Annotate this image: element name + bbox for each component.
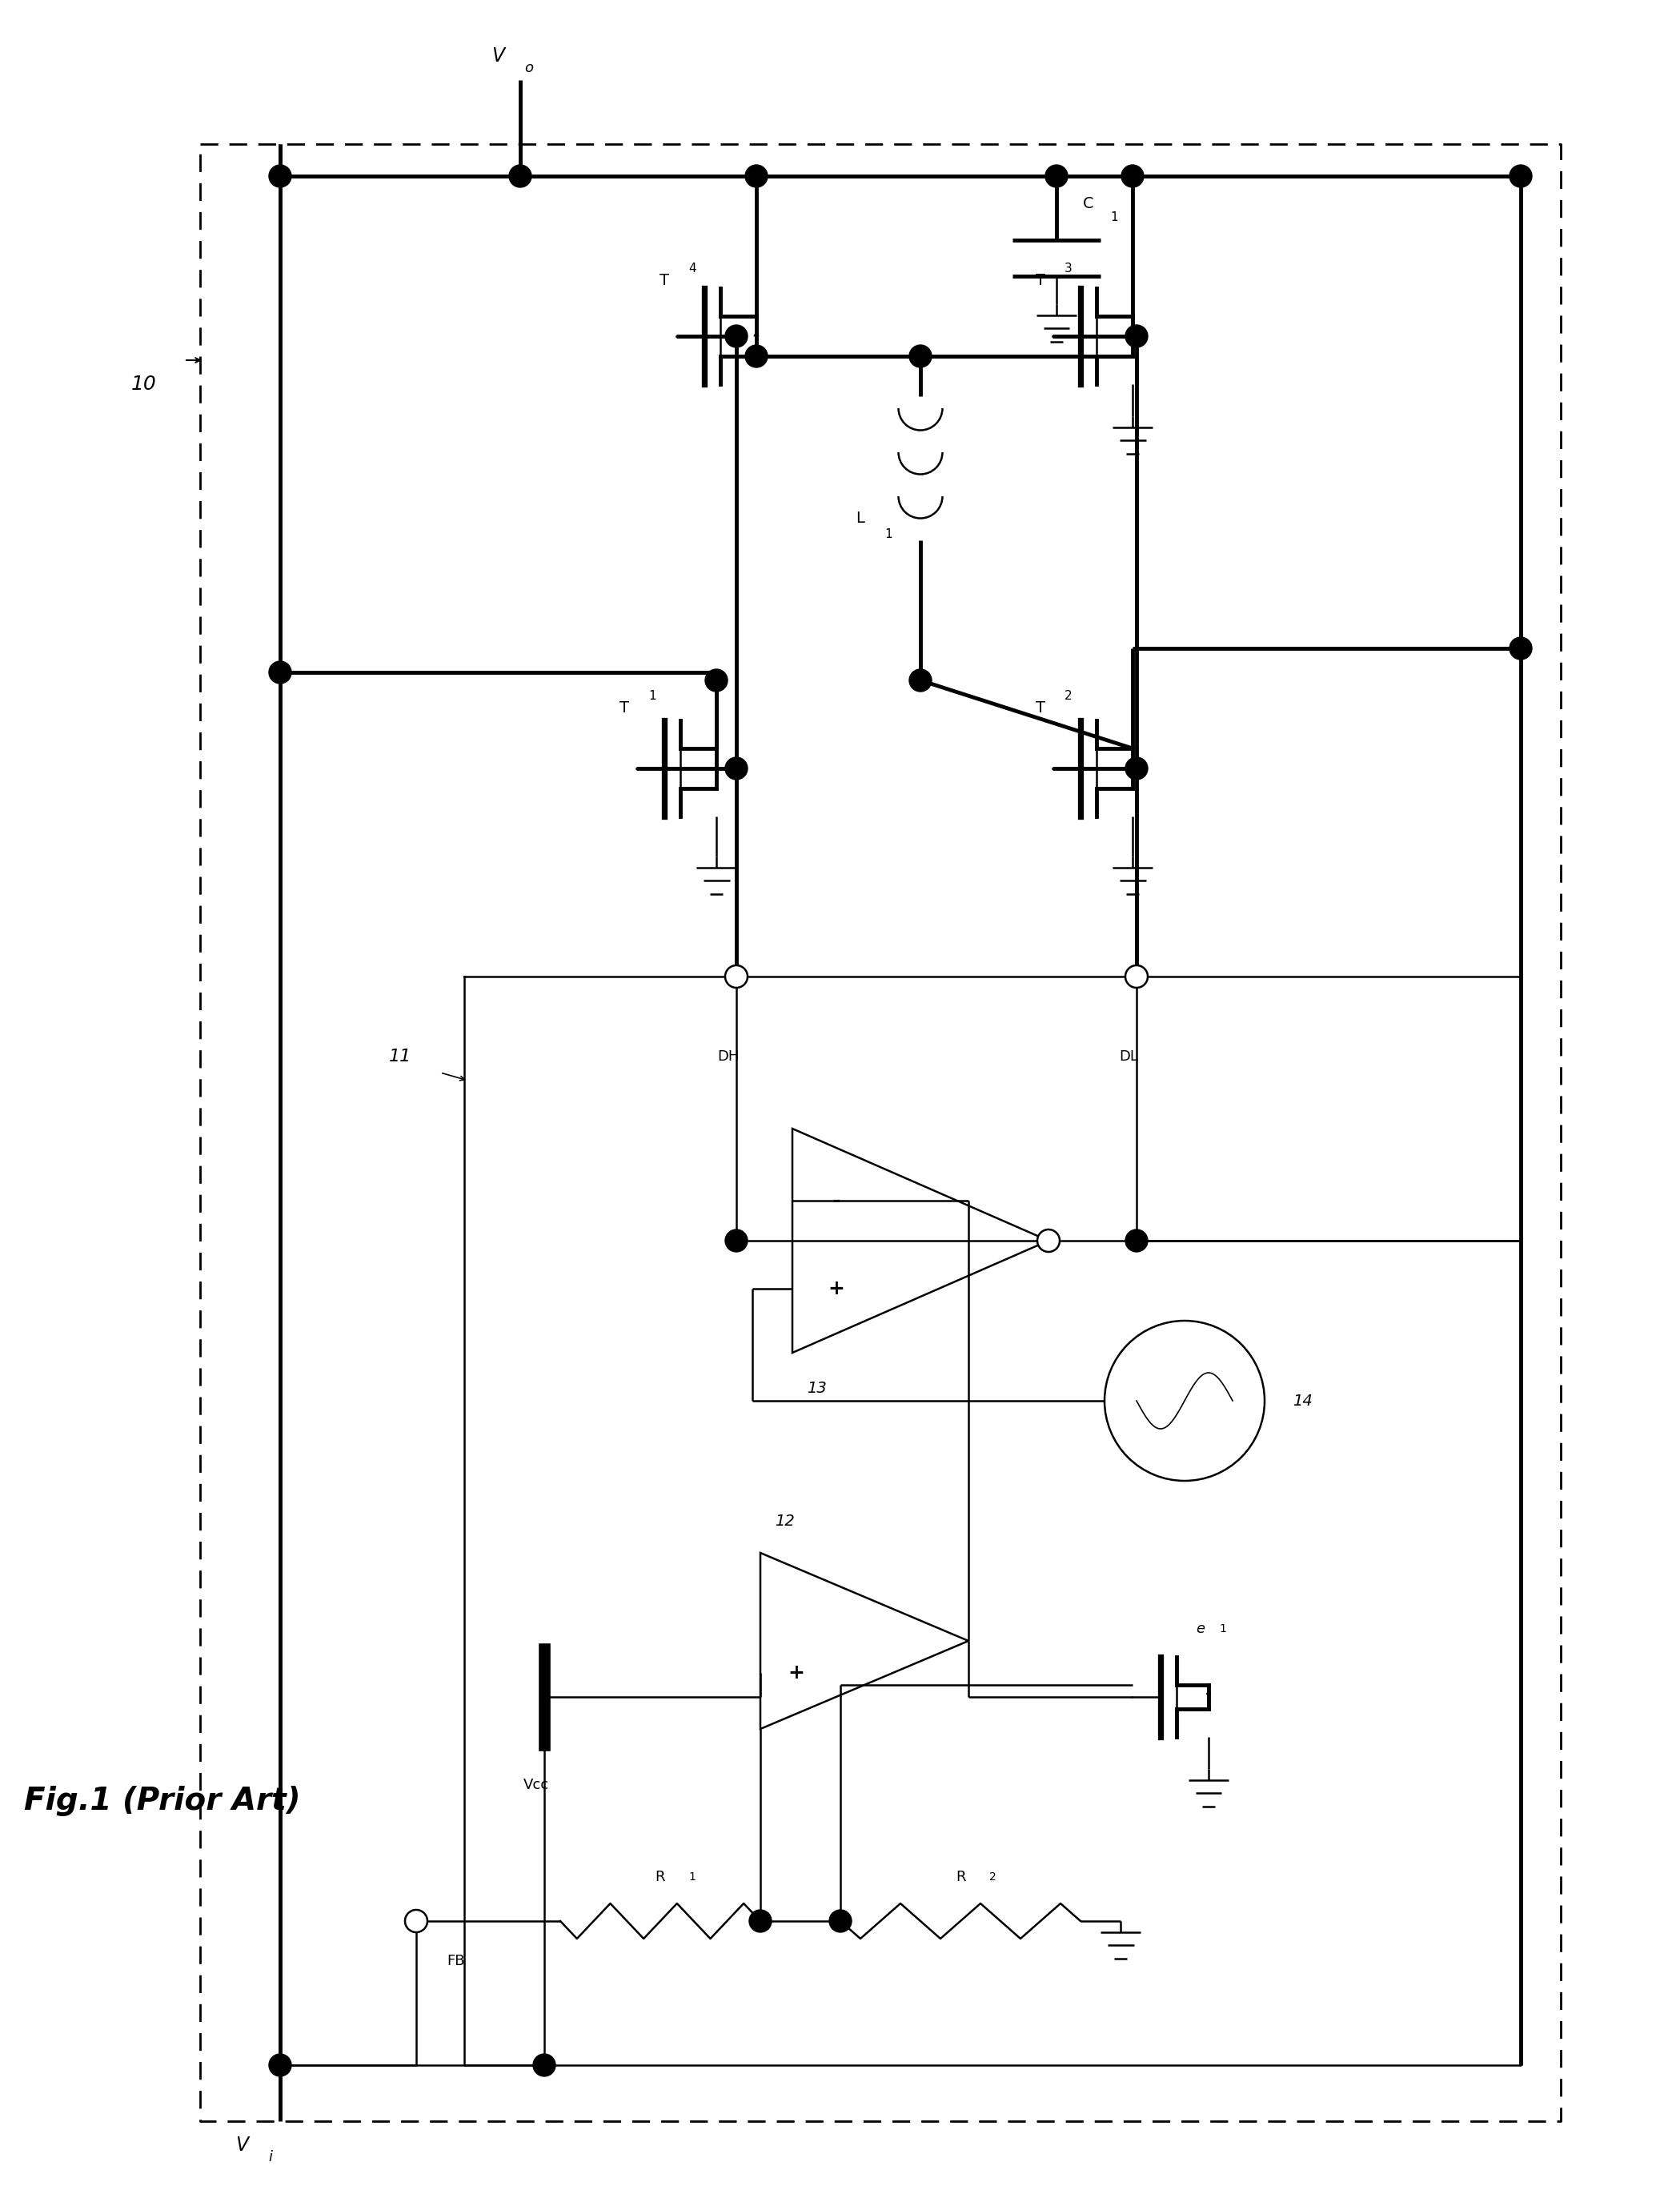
Text: i: i — [269, 2150, 272, 2165]
Circle shape — [269, 662, 291, 684]
Text: 1: 1 — [885, 528, 892, 541]
Text: R: R — [655, 1870, 665, 1884]
Text: 2: 2 — [990, 1870, 996, 1884]
Circle shape — [726, 758, 748, 780]
Circle shape — [909, 345, 932, 367]
Text: C: C — [1084, 196, 1094, 211]
Circle shape — [909, 668, 932, 692]
Circle shape — [1126, 965, 1147, 987]
Text: 1: 1 — [648, 690, 657, 703]
Circle shape — [1126, 758, 1147, 780]
Text: 2: 2 — [1065, 690, 1072, 703]
Circle shape — [533, 2053, 556, 2077]
Circle shape — [706, 668, 727, 692]
Circle shape — [509, 165, 531, 187]
Text: FB: FB — [447, 1954, 465, 1967]
Text: 4: 4 — [689, 262, 696, 275]
Text: 3: 3 — [1065, 262, 1072, 275]
Text: +: + — [828, 1279, 845, 1299]
Text: V: V — [491, 46, 504, 66]
Text: T: T — [620, 701, 628, 717]
Text: L: L — [857, 510, 865, 525]
Text: T: T — [1035, 701, 1045, 717]
Text: +: + — [788, 1664, 805, 1681]
Circle shape — [726, 325, 748, 347]
Circle shape — [1510, 637, 1532, 659]
Text: 11: 11 — [388, 1048, 412, 1064]
Circle shape — [405, 1910, 427, 1932]
Circle shape — [830, 1910, 852, 1932]
Text: o: o — [524, 62, 533, 75]
Circle shape — [1126, 1229, 1147, 1253]
Text: e: e — [1196, 1622, 1205, 1635]
Text: Vcc: Vcc — [524, 1778, 549, 1791]
Text: 10: 10 — [131, 374, 156, 393]
Text: 13: 13 — [806, 1380, 827, 1396]
Text: V: V — [235, 2136, 249, 2154]
Text: T: T — [1035, 273, 1045, 288]
Text: 1: 1 — [1220, 1624, 1226, 1635]
Circle shape — [746, 345, 768, 367]
Text: DH: DH — [717, 1048, 739, 1064]
Text: 1: 1 — [1110, 211, 1117, 224]
Text: T: T — [660, 273, 669, 288]
Circle shape — [1510, 165, 1532, 187]
Circle shape — [1037, 1229, 1060, 1253]
Circle shape — [749, 1910, 771, 1932]
Circle shape — [746, 165, 768, 187]
Text: -: - — [832, 1191, 840, 1211]
Text: 14: 14 — [1292, 1394, 1312, 1409]
Circle shape — [726, 1229, 748, 1253]
Text: Fig.1 (Prior Art): Fig.1 (Prior Art) — [24, 1785, 301, 1816]
Text: R: R — [956, 1870, 966, 1884]
Circle shape — [726, 965, 748, 987]
Text: 12: 12 — [774, 1512, 795, 1528]
Text: 1: 1 — [689, 1870, 696, 1884]
Circle shape — [269, 165, 291, 187]
Circle shape — [1045, 165, 1068, 187]
Text: DL: DL — [1119, 1048, 1137, 1064]
Circle shape — [1126, 325, 1147, 347]
Circle shape — [1121, 165, 1144, 187]
Circle shape — [269, 2053, 291, 2077]
